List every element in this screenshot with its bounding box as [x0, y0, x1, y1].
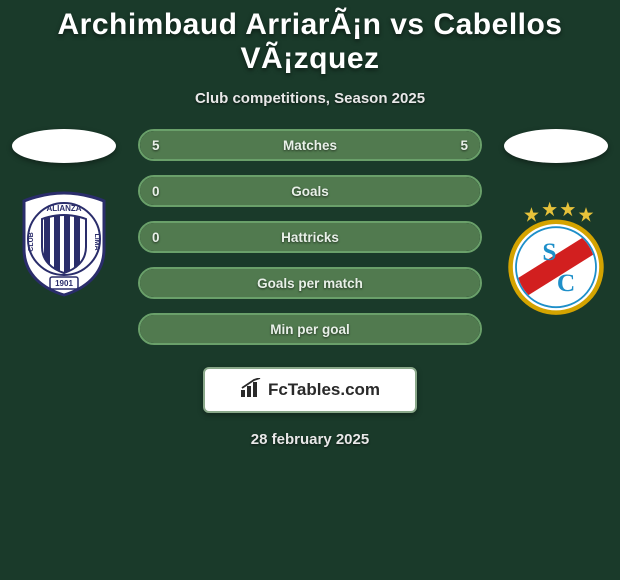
- left-flag: [12, 129, 116, 163]
- brand-box[interactable]: FcTables.com: [203, 367, 417, 413]
- stat-value-right: 5: [460, 138, 468, 153]
- crest-year: 1901: [55, 279, 73, 288]
- crest-text-top: ALIANZA: [46, 204, 81, 213]
- stat-value-left: 0: [152, 184, 160, 199]
- comparison-layout: ALIANZA CLUB LIMA 1901: [0, 129, 620, 345]
- stat-label: Min per goal: [270, 322, 350, 337]
- left-side: ALIANZA CLUB LIMA 1901: [4, 129, 124, 297]
- right-crest: S C: [506, 205, 606, 313]
- crest-stars: [524, 202, 593, 222]
- stat-row-goals: 0 Goals: [138, 175, 482, 207]
- page-title: Archimbaud ArriarÃ¡n vs Cabellos VÃ¡zque…: [0, 0, 620, 76]
- crest-letter-c: C: [557, 268, 575, 297]
- crest-text-left: CLUB: [28, 232, 35, 251]
- stat-label: Goals per match: [257, 276, 363, 291]
- chart-icon: [240, 378, 262, 403]
- stats-column: 5 Matches 5 0 Goals 0 Hattricks Goals pe…: [138, 129, 482, 345]
- stat-row-min-per-goal: Min per goal: [138, 313, 482, 345]
- right-flag: [504, 129, 608, 163]
- crest-text-right: LIMA: [93, 233, 100, 250]
- stat-value-left: 5: [152, 138, 160, 153]
- stat-label: Matches: [283, 138, 337, 153]
- brand-text: FcTables.com: [268, 380, 380, 400]
- left-crest: ALIANZA CLUB LIMA 1901: [14, 189, 114, 297]
- stat-row-matches: 5 Matches 5: [138, 129, 482, 161]
- stat-label: Goals: [291, 184, 329, 199]
- stat-row-hattricks: 0 Hattricks: [138, 221, 482, 253]
- crest-letter-s: S: [542, 237, 556, 266]
- right-side: S C: [496, 129, 616, 313]
- subtitle: Club competitions, Season 2025: [0, 90, 620, 107]
- stat-row-goals-per-match: Goals per match: [138, 267, 482, 299]
- date-text: 28 february 2025: [0, 431, 620, 448]
- stat-value-left: 0: [152, 230, 160, 245]
- stat-label: Hattricks: [281, 230, 339, 245]
